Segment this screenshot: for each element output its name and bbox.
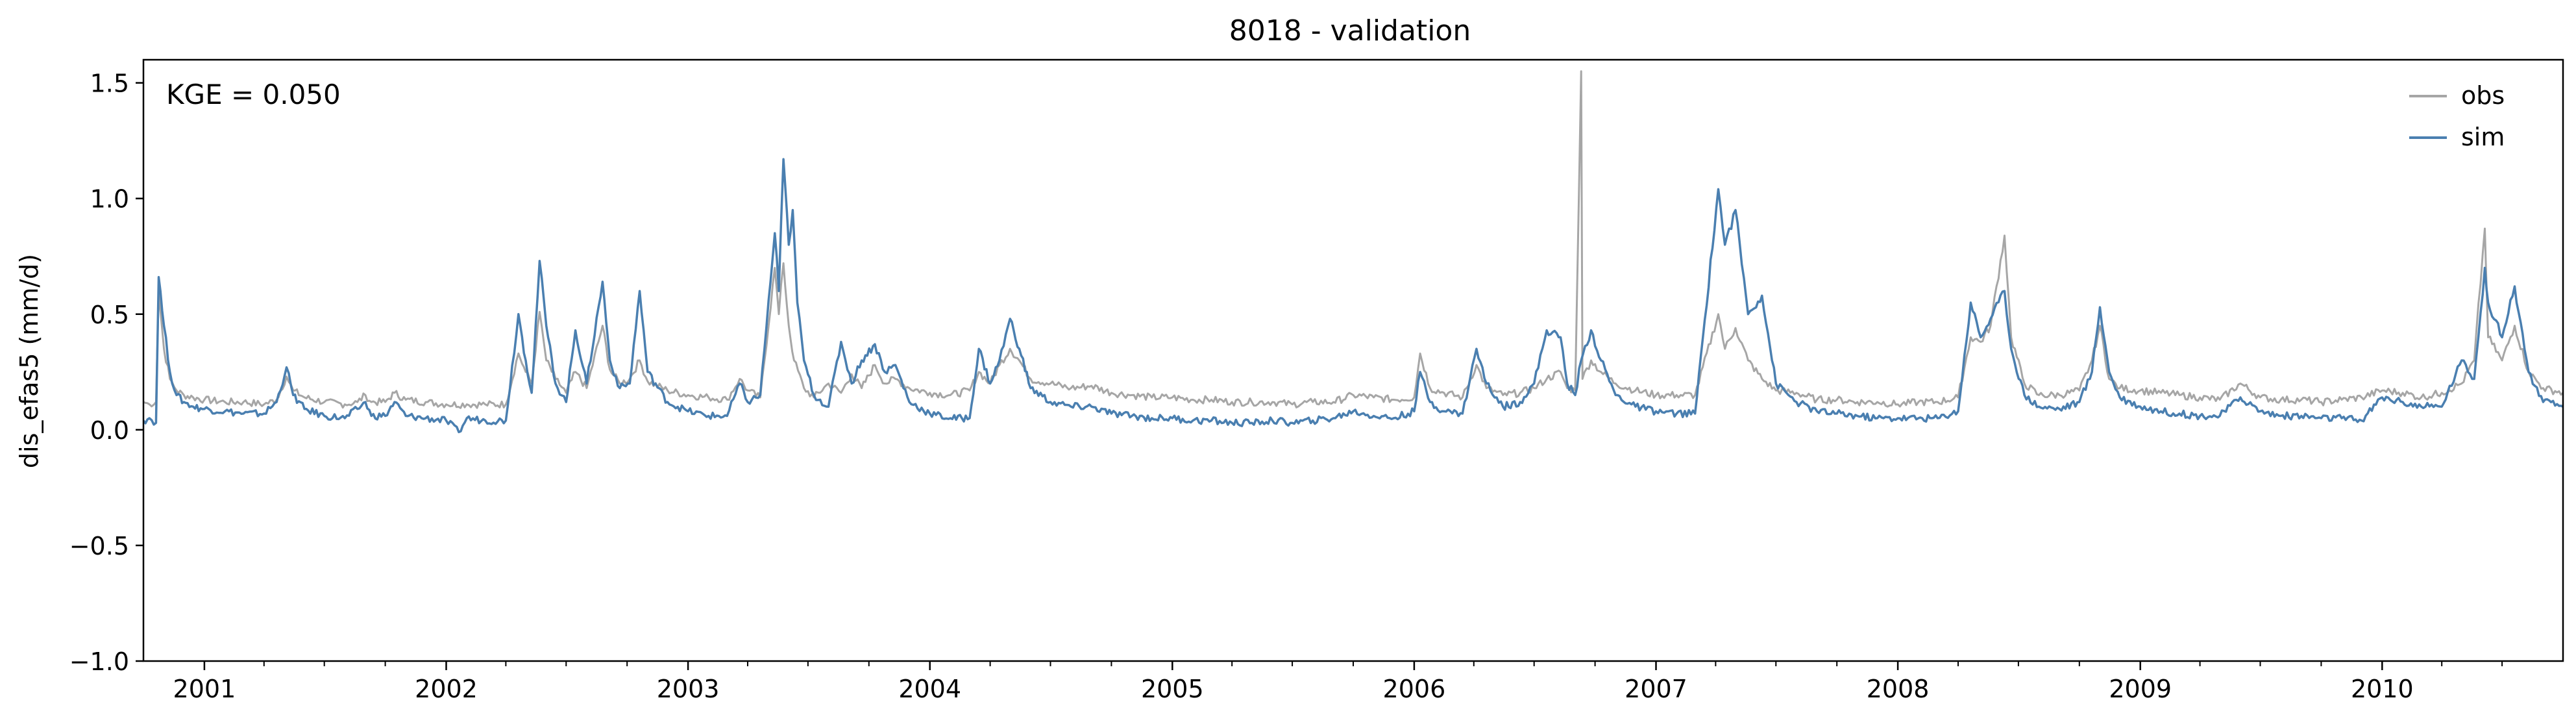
x-tick-label: 2003 (657, 675, 720, 703)
chart-title: 8018 - validation (1229, 14, 1471, 47)
legend-label-sim: sim (2461, 123, 2505, 151)
kge-annotation: KGE = 0.050 (166, 79, 341, 110)
x-tick-label: 2007 (1625, 675, 1687, 703)
y-tick-label: −1.0 (69, 647, 129, 676)
legend-label-obs: obs (2461, 81, 2505, 110)
x-tick-label: 2008 (1867, 675, 1930, 703)
x-tick-label: 2002 (415, 675, 478, 703)
x-tick-label: 2006 (1383, 675, 1446, 703)
y-tick-label: 1.0 (90, 185, 129, 214)
x-tick-label: 2009 (2109, 675, 2172, 703)
x-axis: 2001 2002 2003 2004 2005 2006 2007 2008 2009 2010 (173, 661, 2503, 703)
x-tick-label: 2001 (173, 675, 236, 703)
series-line-obs (143, 70, 2563, 409)
y-tick-label: 0.5 (90, 301, 129, 329)
y-axis: 1.5 1.0 0.5 0.0 −0.5 −1.0 (69, 69, 143, 676)
series-layer (143, 70, 2563, 434)
y-tick-label: −0.5 (69, 532, 129, 560)
x-tick-label: 2010 (2351, 675, 2414, 703)
x-tick-label: 2005 (1141, 675, 1204, 703)
x-tick-label: 2004 (898, 675, 961, 703)
y-axis-label: dis_efas5 (mm/d) (15, 254, 43, 468)
series-line-sim (143, 158, 2563, 434)
legend: obs sim (2409, 81, 2505, 151)
y-tick-label: 0.0 (90, 416, 129, 445)
y-tick-label: 1.5 (90, 69, 129, 98)
